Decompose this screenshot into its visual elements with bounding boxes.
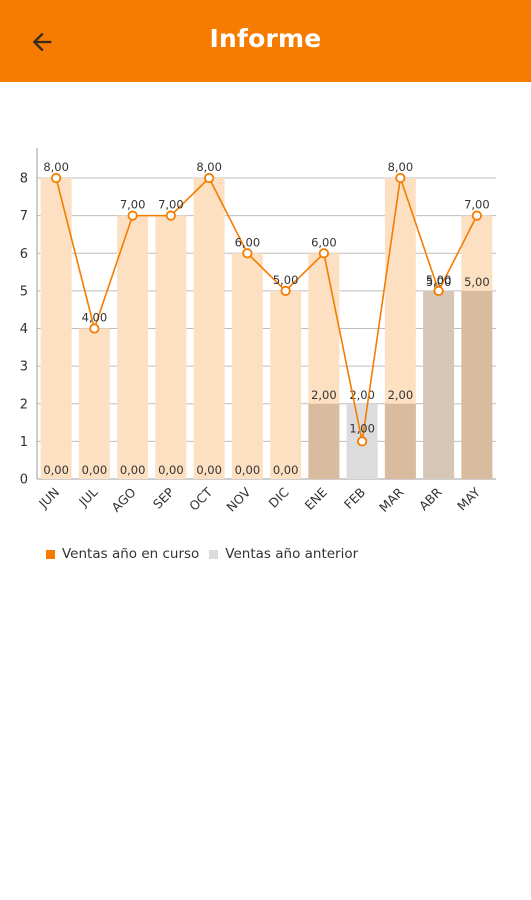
- bar-value-label: 0,00: [273, 463, 299, 477]
- bar-current: [117, 215, 149, 479]
- line-point: [204, 172, 215, 184]
- bar-value-label: 0,00: [235, 463, 261, 477]
- line-point: [318, 248, 329, 259]
- back-button[interactable]: [22, 22, 62, 62]
- bar-previous: [423, 290, 455, 479]
- line-value-label: 5,00: [273, 273, 299, 287]
- line-value-label: 6,00: [235, 235, 261, 249]
- legend-swatch-previous: [209, 549, 219, 559]
- line-value-label: 1,00: [349, 421, 375, 435]
- bar-value-label: 2,00: [388, 388, 414, 402]
- x-tick-label: JUN: [35, 485, 62, 512]
- line-series-current: [55, 176, 478, 442]
- bar-previous: [461, 290, 493, 479]
- bar-value-label: 5,00: [464, 275, 490, 289]
- line-value-label: 7,00: [158, 198, 184, 212]
- x-tick-label: ENE: [302, 484, 330, 512]
- x-tick-label: SEP: [150, 484, 177, 511]
- line-value-label: 7,00: [120, 198, 146, 212]
- line-point: [357, 436, 368, 447]
- y-tick-label: 7: [20, 209, 28, 224]
- x-tick-label: FEB: [341, 485, 368, 512]
- x-tick-label: MAY: [454, 484, 483, 513]
- line-point: [127, 210, 138, 221]
- line-value-label: 4,00: [82, 311, 108, 325]
- y-tick-label: 2: [20, 397, 28, 412]
- bar-value-label: 0,00: [120, 463, 146, 477]
- chart-legend: Ventas año en curso Ventas año anterior: [46, 546, 368, 562]
- legend-item-current: Ventas año en curso: [46, 546, 199, 562]
- y-tick-label: 0: [20, 473, 28, 488]
- y-tick-label: 6: [20, 247, 28, 262]
- bar-current: [193, 178, 225, 479]
- line-value-label: 5,00: [426, 273, 452, 287]
- bar-value-label: 0,00: [82, 463, 108, 477]
- line-point: [471, 210, 482, 221]
- line-value-label: 6,00: [311, 235, 337, 249]
- bar-value-label: 0,00: [43, 463, 69, 477]
- x-tick-label: AGO: [108, 484, 138, 514]
- y-tick-label: 4: [20, 322, 28, 337]
- line-value-label: 8,00: [196, 160, 222, 174]
- y-tick-label: 1: [20, 435, 28, 450]
- bar-current: [270, 290, 302, 479]
- x-tick-label: DIC: [266, 484, 292, 510]
- y-tick-label: 3: [20, 360, 28, 375]
- arrow-left-icon: [32, 32, 52, 52]
- legend-item-previous: Ventas año anterior: [209, 546, 358, 562]
- line-point: [280, 285, 291, 296]
- bar-current: [231, 253, 263, 479]
- x-tick-label: MAR: [376, 484, 407, 515]
- page-title: Informe: [209, 24, 322, 53]
- bar-current: [78, 328, 110, 479]
- y-tick-label: 8: [20, 172, 28, 187]
- bar-previous: [308, 403, 340, 479]
- bar-value-label: 2,00: [311, 388, 337, 402]
- line-point: [242, 248, 253, 259]
- line-point: [433, 285, 444, 296]
- legend-label-previous: Ventas año anterior: [225, 546, 359, 562]
- line-value-label: 7,00: [464, 198, 490, 212]
- line-point: [395, 172, 406, 184]
- line-point: [89, 323, 100, 334]
- x-tick-label: NOV: [223, 484, 253, 514]
- bar-previous: [384, 403, 416, 479]
- sales-chart: 0 1 2 3 4 5 6 7 8 0,00 0,00 0,00 0,00 0,00 0,00 0,00 2,0…: [20, 148, 496, 515]
- y-tick-label: 5: [20, 284, 28, 299]
- bar-value-label: 0,00: [158, 463, 184, 477]
- legend-label-current: Ventas año en curso: [62, 546, 200, 562]
- line-point: [165, 210, 176, 221]
- bar-value-label: 0,00: [196, 463, 222, 477]
- app-bar: Informe: [0, 0, 531, 82]
- bar-current: [40, 178, 72, 479]
- x-tick-label: JUL: [75, 484, 100, 509]
- x-tick-label: OCT: [186, 484, 215, 513]
- line-value-label: 8,00: [43, 160, 69, 174]
- bar-current: [155, 215, 187, 479]
- line-point: [51, 172, 62, 184]
- line-value-label: 8,00: [388, 160, 414, 174]
- x-tick-label: ABR: [416, 484, 445, 513]
- legend-swatch-current: [46, 549, 55, 559]
